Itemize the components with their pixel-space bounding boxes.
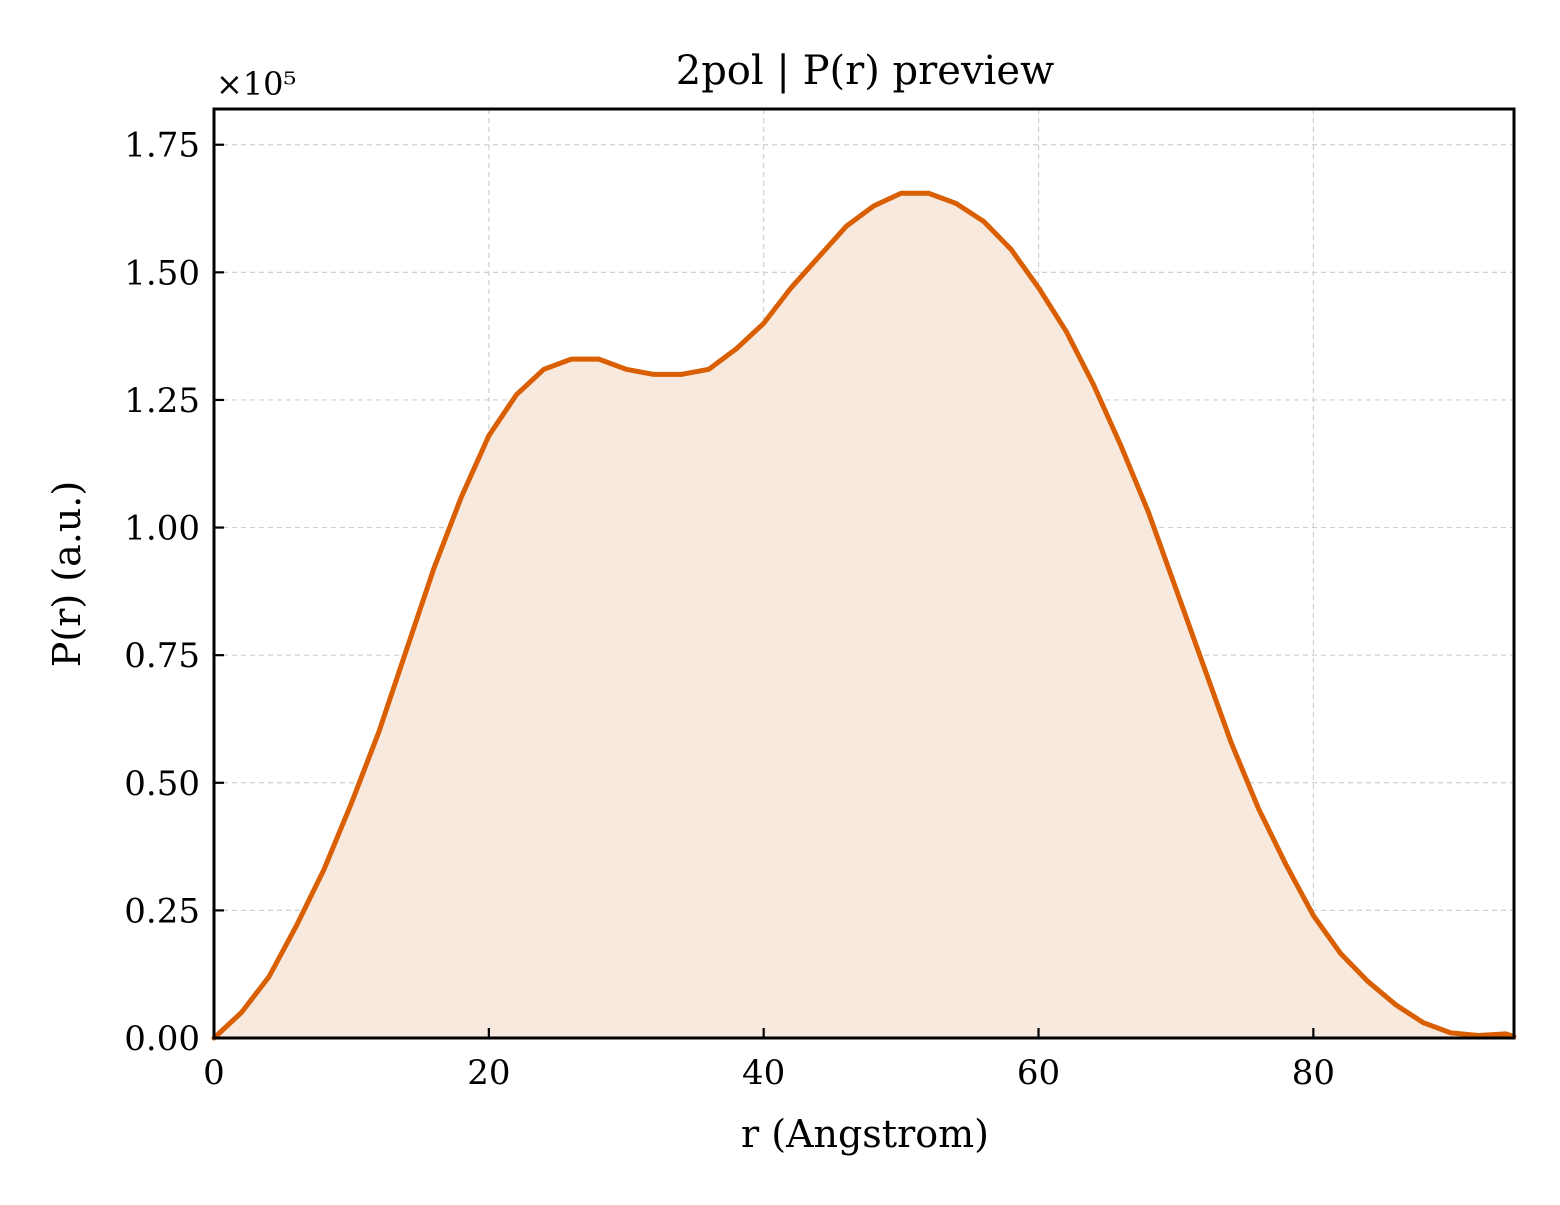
x-tick-label: 20 <box>467 1053 510 1093</box>
x-tick-label: 60 <box>1017 1053 1060 1093</box>
y-tick-label: 0.25 <box>124 891 200 931</box>
pr-area-fill <box>214 193 1514 1039</box>
y-tick-label: 1.75 <box>124 126 200 166</box>
y-tick-label: 0.50 <box>124 764 200 804</box>
y-tick-label: 1.00 <box>124 509 200 549</box>
y-tick-label: 0.00 <box>124 1019 200 1059</box>
x-tick-label: 0 <box>203 1053 225 1093</box>
y-tick-label: 1.25 <box>124 381 200 421</box>
x-axis-ticks: 0 20 40 60 80 <box>203 1028 1335 1093</box>
y-tick-label: 0.75 <box>124 636 200 676</box>
x-tick-label: 80 <box>1292 1053 1335 1093</box>
plot-frame <box>212 107 1516 1040</box>
chart-title: 2pol | P(r) preview <box>676 48 1055 94</box>
y-axis-label: P(r) (a.u.) <box>45 481 89 667</box>
pr-series-line <box>211 190 1517 1041</box>
y-tick-label: 1.50 <box>124 253 200 293</box>
x-axis-label: r (Angstrom) <box>741 1112 989 1156</box>
y-axis-ticks: 0.00 0.25 0.50 0.75 1.00 1.25 1.50 1.75 <box>124 126 224 1059</box>
y-axis-multiplier: ×10⁵ <box>216 65 296 103</box>
x-tick-label: 40 <box>742 1053 785 1093</box>
